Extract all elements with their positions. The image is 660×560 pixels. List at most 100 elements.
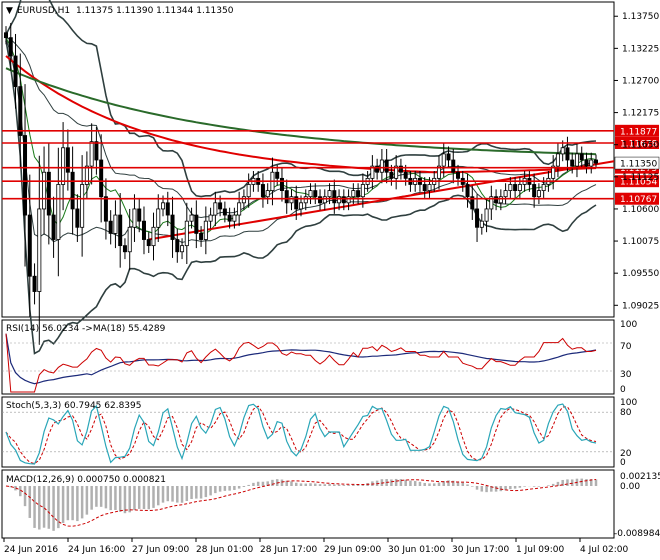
level-label-box xyxy=(615,136,659,149)
candle-body xyxy=(313,190,318,198)
candle-body xyxy=(551,165,556,179)
level-label-box xyxy=(615,124,659,137)
candle-body xyxy=(199,233,204,240)
candle-body xyxy=(284,190,289,204)
candle-body xyxy=(456,171,461,179)
candle-body xyxy=(108,220,113,234)
candle-body xyxy=(394,165,399,179)
level-label: 1.11054 xyxy=(620,178,657,188)
candle-body xyxy=(260,184,265,198)
time-tick-label: 4 Jul 02:00 xyxy=(580,545,629,555)
price-tick-label: 1.13225 xyxy=(622,44,659,54)
candle-body xyxy=(503,190,508,198)
trendline xyxy=(148,160,615,241)
candle-body xyxy=(589,159,594,167)
candle-body xyxy=(565,147,570,161)
candle-body xyxy=(298,202,303,210)
rsi-line xyxy=(5,333,597,393)
price-tick-label: 1.12175 xyxy=(622,109,659,119)
candle-body xyxy=(241,196,246,204)
candle-body xyxy=(42,171,47,210)
macd-signal-line xyxy=(5,479,597,527)
candle-body xyxy=(227,214,232,222)
candle-body xyxy=(65,147,70,173)
time-tick-label: 28 Jun 17:00 xyxy=(260,545,317,555)
stoch-signal-line xyxy=(5,405,597,465)
time-tick-label: 30 Jun 17:00 xyxy=(452,545,509,555)
candle-body xyxy=(51,214,56,240)
candle-body xyxy=(594,159,599,164)
candle-body xyxy=(189,214,194,222)
candle-body xyxy=(555,153,560,167)
level-label-box xyxy=(615,175,659,188)
candle-body xyxy=(18,86,23,136)
candle-body xyxy=(375,165,380,173)
candle-body xyxy=(475,208,480,228)
candle-body xyxy=(379,159,384,173)
candle-body xyxy=(32,275,37,292)
price-axis: 1.13750 1.13225 1.12700 1.12175 1.11650 1.111… xyxy=(614,12,659,311)
candle-body xyxy=(322,196,327,204)
current-price-box xyxy=(614,156,660,170)
price-tick-label: 1.09025 xyxy=(622,301,659,311)
candle-body xyxy=(203,220,208,240)
candle-body xyxy=(384,159,389,173)
candle-body xyxy=(89,141,94,167)
candle-body xyxy=(99,159,104,198)
candle-body xyxy=(517,184,522,191)
candle-body xyxy=(208,214,213,222)
price-tick-label: 1.11125 xyxy=(622,173,659,183)
candle-body xyxy=(536,190,541,198)
candle-body xyxy=(360,184,365,198)
candle-body xyxy=(532,184,537,198)
time-tick-label: 27 Jun 09:00 xyxy=(132,545,189,555)
candle-body xyxy=(513,184,518,191)
rsi-level-0: 0 xyxy=(620,385,626,395)
candle-body xyxy=(275,171,280,179)
price-tick-label: 1.13750 xyxy=(622,12,659,22)
macd-plot xyxy=(5,478,598,531)
candle-body xyxy=(165,202,170,216)
candle-body xyxy=(446,153,451,161)
candle-body xyxy=(46,171,51,216)
candle-body xyxy=(94,141,99,161)
rsi-ma-line xyxy=(5,333,597,385)
candle-body xyxy=(422,184,427,191)
candle-body xyxy=(80,184,85,228)
candle-body xyxy=(570,159,575,167)
candle-body xyxy=(451,159,456,173)
rsi-level-70: 70 xyxy=(620,342,632,352)
candle-body xyxy=(308,190,313,198)
level-label: 1.11877 xyxy=(620,127,657,137)
rsi-level-30: 30 xyxy=(620,370,632,380)
candle-body xyxy=(332,190,337,204)
time-tick-label: 24 Jun 2016 xyxy=(4,545,58,555)
candle-body xyxy=(213,202,218,216)
candle-body xyxy=(27,214,32,277)
price-tick-label: 1.12700 xyxy=(622,76,659,86)
candle-body xyxy=(489,196,494,210)
candle-body xyxy=(4,32,9,39)
current-price-label: 1.11350 xyxy=(620,160,657,170)
candle-body xyxy=(470,196,475,210)
candle-body xyxy=(579,153,584,161)
candle-body xyxy=(479,220,484,228)
candle-body xyxy=(118,214,123,247)
ma-fast-green xyxy=(5,37,597,234)
candle-body xyxy=(427,184,432,191)
price-tick-label: 1.09550 xyxy=(622,269,659,279)
candle-body xyxy=(161,202,166,210)
candle-body xyxy=(218,202,223,210)
candle-body xyxy=(351,190,356,198)
candle-body xyxy=(70,171,75,210)
header-triangle-icon: ▼ xyxy=(6,6,13,16)
candle-body xyxy=(175,239,180,253)
candle-body xyxy=(318,196,323,204)
stoch-plot xyxy=(2,403,614,465)
candle-body xyxy=(23,135,28,216)
candle-body xyxy=(436,165,441,179)
candle-body xyxy=(232,214,237,222)
ohlc-values: 1.11375 1.11390 1.11344 1.11350 xyxy=(76,6,234,16)
candle-body xyxy=(137,208,142,222)
